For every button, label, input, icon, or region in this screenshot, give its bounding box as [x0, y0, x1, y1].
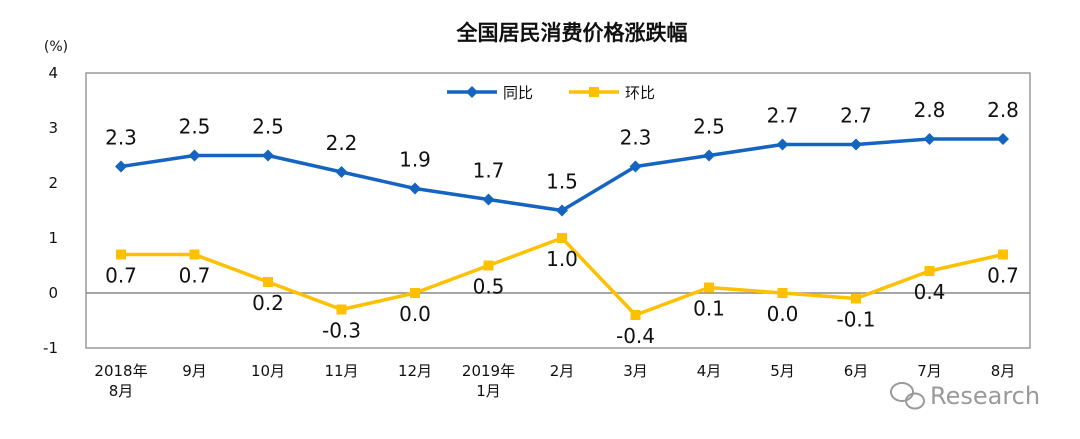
data-label: 2.5 — [252, 115, 284, 139]
data-label: 0.7 — [105, 264, 137, 288]
data-label: 1.9 — [399, 148, 431, 172]
x-tick-label: 8月 — [109, 382, 134, 400]
x-axis: 2018年 8月 9月 10月 11月 12月 2019年 1月 2月 3月 4月 5月 6月 7月 8月 — [94, 362, 1015, 400]
data-point — [850, 138, 862, 151]
data-point — [409, 182, 421, 195]
x-tick-label: 7月 — [917, 362, 942, 380]
chart-title: 全国居民消费价格涨跌幅 — [456, 21, 688, 45]
series-环比: 0.7 0.7 0.2 -0.3 0.0 0.5 1.0 -0.4 0.1 0.0 -0.1 0.4 0… — [105, 233, 1019, 348]
data-label: -0.3 — [322, 319, 361, 343]
data-label: 0.0 — [767, 302, 799, 326]
data-point — [335, 166, 348, 178]
data-point — [482, 193, 495, 206]
legend-marker — [466, 86, 478, 98]
data-point — [483, 260, 494, 271]
x-tick-label: 2019年 — [462, 362, 515, 380]
y-tick-label: 0 — [48, 284, 58, 302]
y-axis: 4 3 2 1 0 -1 — [43, 64, 58, 357]
data-label: 1.5 — [546, 170, 578, 194]
data-point — [629, 160, 642, 173]
x-tick-label: 8月 — [991, 362, 1016, 380]
data-label: 0.0 — [399, 302, 431, 326]
data-point — [630, 310, 641, 320]
data-label: 2.5 — [693, 115, 725, 139]
y-tick-label: 2 — [48, 174, 58, 192]
x-tick-label: 9月 — [182, 362, 207, 380]
x-tick-label: 10月 — [251, 362, 285, 380]
data-point — [410, 288, 420, 298]
data-point — [703, 149, 715, 162]
data-label: 2.8 — [987, 98, 1019, 122]
x-tick-label: 5月 — [770, 362, 795, 380]
x-tick-label: 2月 — [550, 362, 575, 380]
series-同比: 2.3 2.5 2.5 2.2 1.9 1.7 1.5 2.3 2.5 2.7 2.7 2.8 2.8 — [105, 98, 1019, 217]
data-point — [704, 282, 714, 293]
legend-label: 同比 — [503, 84, 533, 102]
plot-area — [85, 72, 1031, 349]
wechat-icon — [890, 382, 925, 410]
x-tick-label: 2018年 — [94, 362, 147, 380]
data-point — [851, 293, 861, 304]
data-point — [924, 266, 935, 276]
data-label: 0.2 — [252, 291, 284, 315]
data-label: 2.7 — [767, 104, 799, 128]
data-label: 2.3 — [105, 126, 137, 150]
data-point — [998, 249, 1008, 260]
data-point — [997, 133, 1009, 145]
data-point — [557, 233, 567, 243]
data-label: 0.1 — [693, 297, 725, 321]
y-tick-label: 1 — [48, 229, 58, 247]
x-tick-label: 12月 — [398, 362, 432, 380]
data-point — [189, 249, 200, 260]
data-point — [115, 160, 127, 173]
data-point — [923, 133, 936, 145]
data-label: 2.8 — [914, 98, 946, 122]
data-point — [777, 288, 788, 298]
watermark: Research — [890, 382, 1040, 410]
data-label: 1.7 — [473, 159, 505, 183]
legend-marker — [589, 87, 599, 97]
data-point — [188, 149, 201, 162]
data-point — [262, 149, 274, 162]
y-axis-unit: (%) — [44, 39, 68, 55]
data-point — [263, 277, 273, 287]
x-tick-label: 6月 — [844, 362, 869, 380]
y-tick-label: 3 — [48, 119, 58, 137]
y-tick-label: -1 — [43, 339, 58, 357]
data-label: 0.7 — [987, 264, 1019, 288]
y-tick-label: 4 — [48, 64, 58, 82]
watermark-text: Research — [930, 382, 1040, 410]
data-point — [336, 304, 347, 315]
data-label: -0.4 — [616, 324, 655, 348]
legend: 同比 环比 — [447, 84, 655, 102]
data-label: 1.0 — [546, 247, 578, 271]
data-label: 2.7 — [840, 104, 872, 128]
x-tick-label: 11月 — [324, 362, 358, 380]
data-label: 2.2 — [326, 131, 358, 155]
data-point — [556, 204, 568, 217]
legend-label: 环比 — [625, 84, 655, 102]
data-label: -0.1 — [836, 308, 875, 332]
data-label: 2.5 — [179, 115, 211, 139]
data-label: 0.7 — [179, 264, 211, 288]
data-point — [116, 249, 126, 260]
series-layer: 2.3 2.5 2.5 2.2 1.9 1.7 1.5 2.3 2.5 2.7 2.7 2.8 2.8 0… — [105, 98, 1019, 348]
data-label: 2.3 — [620, 126, 652, 150]
data-label: 0.5 — [473, 275, 505, 299]
data-label: 0.4 — [914, 280, 946, 304]
data-point — [776, 138, 789, 151]
x-tick-label: 3月 — [623, 362, 648, 380]
x-tick-label: 1月 — [476, 382, 501, 400]
x-tick-label: 4月 — [697, 362, 722, 380]
